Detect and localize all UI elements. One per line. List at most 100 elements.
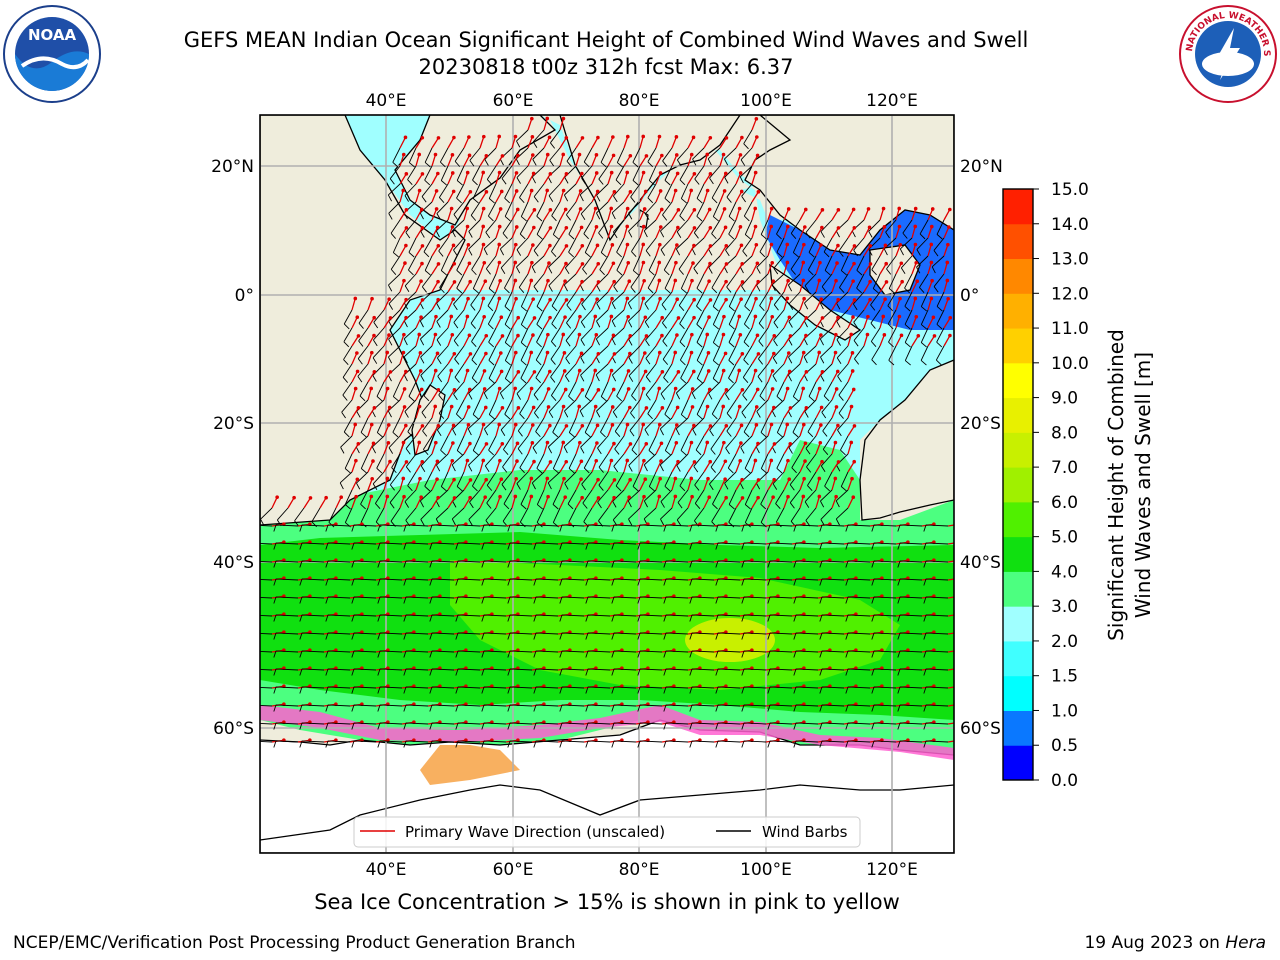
wave-direction-arrow [799,407,807,419]
wave-direction-arrow [607,460,613,473]
colorbar-swatch [1003,397,1033,433]
wind-barb-flag [793,614,797,622]
wind-barb-flag [507,578,511,586]
wave-direction-arrow [751,172,757,185]
wave-arrow-head [723,225,728,230]
wave-direction-arrow [511,298,517,311]
wind-barb [392,417,401,433]
wave-direction-arrow [367,478,373,491]
wind-barb-flag [772,375,777,382]
wind-barb [874,578,897,581]
wind-barb-flag [709,483,714,491]
wind-barb-flag [471,377,478,384]
wave-arrow-head [436,424,441,428]
wave-arrow-head [579,459,584,464]
wave-arrow-head [627,279,632,284]
wave-direction-arrow [751,424,758,437]
wind-barb [712,201,721,217]
left-lat-tick-60s: 60°S [213,719,254,739]
wave-direction-arrow [767,298,772,311]
wave-arrow-head [834,278,838,283]
wave-direction-arrow [431,154,437,167]
wave-direction-arrow [895,281,903,293]
wind-barb-flag [559,704,563,712]
wind-barb-flag [566,304,572,311]
wind-barb [632,165,641,181]
wind-barb-flag [773,322,779,329]
wind-barb-flag [612,501,617,508]
wave-direction-arrow [495,262,501,275]
wave-arrow-head [516,333,520,338]
wind-barb [770,722,793,725]
wave-direction-arrow [559,316,566,329]
wind-barb-flag [693,268,699,275]
wind-barb [372,471,385,485]
wave-arrow-head [596,351,601,356]
wind-barb [728,201,737,217]
wind-barb-flag [676,231,682,238]
wave-direction-arrow [479,191,487,203]
wind-barb-flag [441,270,447,276]
wind-barb-flag [679,179,686,186]
wave-direction-arrow [895,335,903,347]
wind-barb [616,147,625,163]
wind-barb-flag [691,392,696,400]
wind-barb-flag [419,212,424,220]
wave-arrow-head [692,460,697,464]
wave-direction-arrow [703,461,711,473]
wave-direction-arrow [399,137,407,149]
wind-barb [806,453,817,468]
wave-direction-arrow [495,191,503,203]
wind-barb-flag [715,542,719,550]
wind-barb [472,183,481,199]
wind-barb [582,255,593,270]
wave-arrow-head [642,207,647,211]
wave-direction-arrow [783,443,791,455]
wind-barb [260,524,273,527]
wind-barb-flag [628,375,634,382]
wave-direction-arrow [847,389,855,401]
wind-barb [926,650,949,653]
wave-direction-arrow [511,424,517,437]
wind-barb [484,632,507,635]
wind-barb [792,237,801,253]
wind-barb [374,489,385,504]
wind-barb-flag [488,378,495,384]
wind-barb [580,327,593,340]
nws-logo: NATIONAL WEATHER SERVICE [1178,4,1277,103]
wind-barb-flag [504,197,511,204]
wind-barb [520,201,529,217]
wind-barb [926,560,949,563]
wave-direction-arrow [447,460,453,473]
wave-direction-arrow [351,443,359,455]
wind-barb [520,327,529,343]
wave-arrow-head [529,476,534,481]
wave-arrow-head [674,260,678,265]
wave-arrow-head [900,279,904,284]
wave-arrow-head [564,261,568,266]
wave-arrow-head [706,476,710,481]
wave-arrow-head [531,333,535,337]
wave-direction-arrow [575,208,582,221]
wave-arrow-head [958,540,962,544]
wind-barb [568,417,577,433]
wind-barb [519,183,529,198]
wave-arrow-head [434,189,439,193]
wave-arrow-head [705,332,710,337]
wind-barb-flag [871,596,875,604]
wind-barb-flag [905,360,911,366]
wind-barb-flag [325,668,329,676]
wind-barb-flag [771,410,776,418]
wave-direction-arrow [511,226,518,239]
wind-barb-flag [739,266,744,274]
wave-direction-arrow [639,496,645,509]
wind-barb-flag [767,596,771,604]
wave-arrow-head [545,476,550,481]
wind-barb-flag [501,484,507,491]
wind-barb-flag [356,411,361,418]
wind-barb-flag [342,377,349,383]
wind-barb-flag [612,231,618,239]
wave-arrow-head [948,333,952,338]
wind-barb-flag [628,212,633,220]
wind-barb-flag [567,503,574,510]
